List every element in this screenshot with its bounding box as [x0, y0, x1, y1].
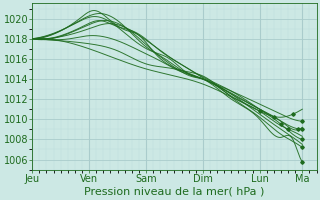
X-axis label: Pression niveau de la mer( hPa ): Pression niveau de la mer( hPa )	[84, 187, 265, 197]
